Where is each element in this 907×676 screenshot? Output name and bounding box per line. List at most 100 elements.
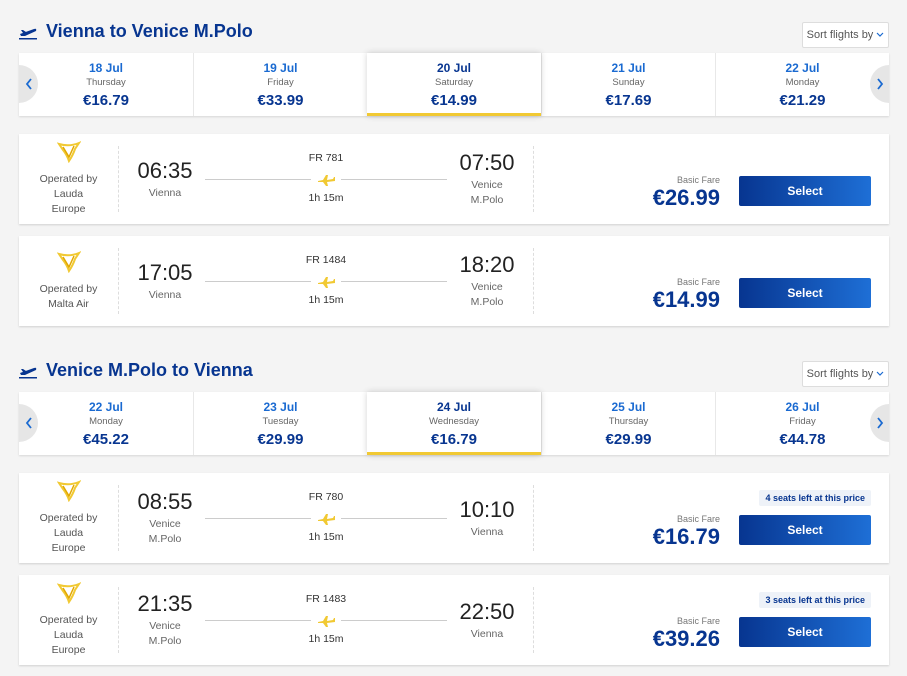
date-strip: 22 Jul Monday €45.22 23 Jul Tuesday €29.99 24 … [19, 392, 889, 455]
tab-price: €45.22 [83, 430, 129, 448]
sort-label: Sort flights by [806, 368, 874, 380]
seats-notice: 4 seats left at this price [759, 490, 871, 506]
prev-arrow[interactable] [19, 65, 38, 103]
route-line [205, 179, 311, 180]
flight-number: FR 1483 [305, 593, 347, 605]
date-tab[interactable]: 24 Jul Wednesday €16.79 [367, 392, 541, 455]
plane-svg [318, 175, 335, 186]
operator: Operated by Lauda Europe [39, 614, 98, 656]
fare-type: Basic Fare [676, 616, 720, 626]
tab-weekday: Friday [789, 415, 816, 427]
chevron [25, 417, 32, 429]
route-line [205, 620, 311, 621]
operator-column: Operated by Lauda Europe [19, 575, 118, 665]
duration: 1h 15m [308, 294, 344, 306]
date-tab[interactable]: 23 Jul Tuesday €29.99 [193, 392, 367, 455]
date-tab[interactable]: 26 Jul Friday €44.78 [715, 392, 889, 455]
select-button[interactable]: Select [739, 617, 871, 647]
arrival: 10:10 Vienna [447, 473, 527, 563]
sort-chevron [876, 29, 884, 41]
date-tab[interactable]: 22 Jul Monday €21.29 [715, 53, 889, 116]
select-button[interactable]: Select [739, 278, 871, 308]
route-title: Vienna to Venice M.Polo [46, 21, 253, 41]
date-tab[interactable]: 22 Jul Monday €45.22 [19, 392, 193, 455]
select-button[interactable]: Select [739, 515, 871, 545]
departure: 17:05 Vienna [125, 236, 205, 326]
tab-date: 19 Jul [263, 60, 298, 75]
departure-airport: Vienna [148, 186, 182, 199]
arrival-airport: Venice M.Polo [470, 281, 504, 308]
tab-date: 25 Jul [611, 399, 646, 414]
tab-price: €21.29 [779, 91, 826, 109]
next-clip [870, 53, 889, 116]
departure-time: 08:55 [137, 489, 193, 514]
arrival-airport: Vienna [470, 627, 504, 640]
plane-svg [318, 277, 335, 288]
next-arrow[interactable] [870, 404, 889, 442]
route-plane [317, 275, 336, 294]
duration: 1h 15m [308, 633, 344, 645]
fare-type: Basic Fare [676, 175, 720, 185]
next-clip [870, 392, 889, 455]
plane-svg [318, 514, 335, 525]
divider [533, 485, 534, 551]
divider [118, 248, 119, 314]
route-line [341, 620, 447, 621]
divider [118, 146, 119, 212]
date-tab[interactable]: 25 Jul Thursday €29.99 [541, 392, 715, 455]
divider [533, 248, 534, 314]
tab-date: 21 Jul [611, 60, 646, 75]
logo-svg [56, 250, 82, 273]
flight-card: Operated by Lauda Europe 21:35 Venice M.Po… [19, 575, 889, 665]
plane-icon [19, 25, 39, 46]
next-arrow[interactable] [870, 65, 889, 103]
tab-date: 20 Jul [436, 60, 472, 75]
select-button[interactable]: Select [739, 176, 871, 206]
date-tab[interactable]: 21 Jul Sunday €17.69 [541, 53, 715, 116]
sort-label: Sort flights by [806, 29, 874, 41]
route-line [205, 518, 311, 519]
tab-date: 22 Jul [785, 60, 820, 75]
flight-number: FR 781 [308, 152, 344, 164]
airline-logo [56, 479, 82, 507]
tab-weekday: Monday [785, 76, 820, 88]
tab-weekday: Tuesday [262, 415, 299, 427]
arrival-time: 22:50 [459, 598, 515, 624]
prev-arrow[interactable] [19, 404, 38, 442]
arrival-airport: Vienna [470, 525, 504, 538]
route-plane [317, 512, 336, 531]
divider [118, 485, 119, 551]
airline-logo [56, 581, 82, 609]
route-section: Venice M.Polo to Vienna Sort flights by 22… [0, 339, 907, 676]
operator-column: Operated by Malta Air [19, 236, 118, 326]
route-section: Vienna to Venice M.Polo Sort flights by 18… [0, 0, 907, 337]
chevron [877, 78, 884, 90]
route-line [341, 179, 447, 180]
tab-price: €29.99 [605, 430, 652, 448]
tab-price: €33.99 [257, 91, 304, 109]
sort-button[interactable]: Sort flights by [802, 22, 889, 48]
chevron [25, 78, 32, 90]
operator: Operated by Malta Air [39, 282, 98, 310]
plane-svg [318, 616, 335, 627]
price: €39.26 [652, 626, 720, 651]
tab-weekday: Monday [89, 415, 123, 427]
date-tab[interactable]: 20 Jul Saturday €14.99 [367, 53, 541, 116]
departure: 06:35 Vienna [125, 134, 205, 224]
sort-button[interactable]: Sort flights by [802, 361, 889, 387]
arrival: 22:50 Vienna [447, 575, 527, 665]
logo-svg [56, 581, 82, 605]
flight-number: FR 1484 [305, 254, 347, 266]
plane-icon [19, 364, 39, 385]
divider [118, 587, 119, 653]
tab-weekday: Saturday [434, 76, 474, 88]
tab-price: €16.79 [431, 430, 477, 448]
tab-price: €14.99 [431, 91, 477, 109]
date-tab[interactable]: 19 Jul Friday €33.99 [193, 53, 367, 116]
route-plane [317, 614, 336, 633]
seats-notice: 3 seats left at this price [759, 592, 871, 608]
departure-airport: Venice M.Polo [148, 620, 182, 647]
date-tab[interactable]: 18 Jul Thursday €16.79 [19, 53, 193, 116]
tab-weekday: Thursday [608, 415, 649, 427]
